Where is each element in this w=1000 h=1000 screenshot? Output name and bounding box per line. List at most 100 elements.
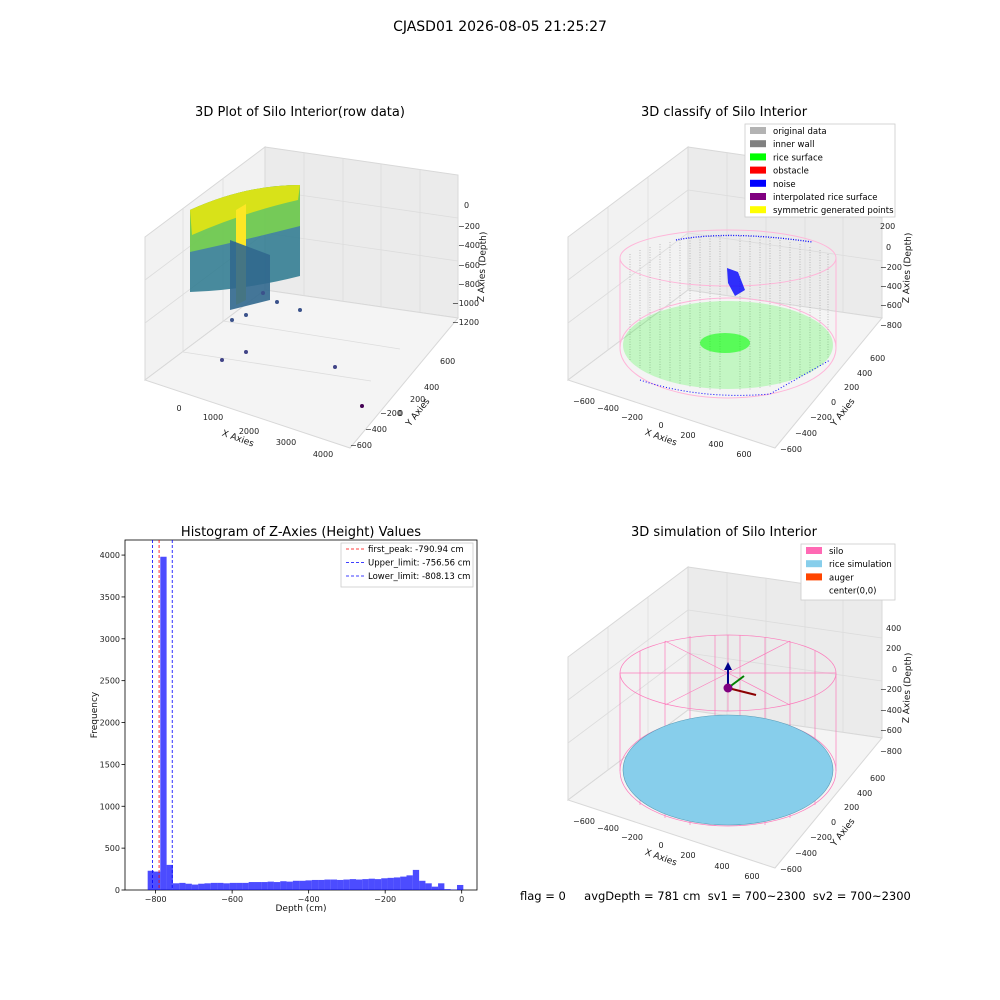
- classify-z-tick: 0: [886, 243, 891, 252]
- classify-legend-label: obstacle: [773, 167, 809, 177]
- raw-y-tick: 400: [424, 383, 439, 392]
- classify-panel-title: 3D classify of Silo Interior: [641, 105, 808, 120]
- histogram-bar: [387, 877, 394, 890]
- histogram-bar: [223, 883, 230, 890]
- histogram-bar: [356, 879, 363, 890]
- classify-y-tick: 400: [857, 369, 872, 378]
- classify-z-tick: −800: [880, 321, 902, 330]
- raw-y-tick: −600: [350, 441, 372, 450]
- histogram-bar: [393, 877, 401, 890]
- simulation-legend-swatch: [806, 573, 822, 581]
- simulation-x-label: X Axies: [643, 848, 678, 869]
- simulation-legend-swatch: [806, 586, 822, 594]
- histogram-bar: [292, 880, 300, 890]
- classify-point-cloud: [619, 229, 837, 399]
- raw-x-tick: 1000: [203, 413, 223, 422]
- raw-y-tick: 0: [398, 409, 403, 418]
- histogram-bar: [267, 881, 274, 890]
- histogram-bar: [349, 879, 356, 890]
- histogram-bar: [179, 882, 186, 890]
- histogram-x-label: Depth (cm): [275, 904, 326, 914]
- histogram-bar: [425, 883, 432, 890]
- flag-text: flag = 0: [520, 889, 566, 903]
- classify-x-tick: 0: [658, 421, 663, 430]
- histogram-x-tick-label: −200: [374, 895, 396, 904]
- raw-z-tick: −800: [458, 280, 480, 289]
- status-footer: flag = 0 avgDepth = 781 cm sv1 = 700~230…: [520, 889, 911, 903]
- classify-x-tick: 200: [680, 431, 695, 440]
- raw-axis-ticks: 0 1000 2000 3000 4000 600 400 200 0 −200…: [176, 201, 480, 459]
- simulation-legend-label: silo: [829, 547, 843, 557]
- simulation-axis-ticks: −600 −400 −200 0 200 400 600 600 400 200…: [573, 624, 902, 881]
- histogram-bar: [242, 882, 249, 890]
- raw-3d-box: [143, 146, 459, 449]
- center-axes-marker: [723, 662, 757, 696]
- classify-legend-label: symmetric generated points: [773, 206, 894, 216]
- classify-legend-label: interpolated rice surface: [773, 193, 878, 203]
- raw-z-tick: −1200: [452, 318, 479, 327]
- histogram-bar: [166, 864, 173, 890]
- simulation-y-tick: −400: [795, 849, 817, 858]
- histogram-bar: [254, 882, 262, 890]
- simulation-z-tick: 0: [892, 665, 897, 674]
- classify-z-tick: −600: [880, 301, 902, 310]
- histogram-bar: [412, 869, 420, 890]
- simulation-3d-panel: 3D simulation of Silo Interior: [566, 525, 914, 881]
- simulation-panel-title: 3D simulation of Silo Interior: [631, 525, 818, 540]
- simulation-z-tick: −600: [880, 726, 902, 735]
- simulation-x-tick: −200: [621, 833, 643, 842]
- histogram-bar: [318, 879, 325, 890]
- histogram-x-tick-label: −600: [221, 895, 243, 904]
- classify-z-label: Z Axies (Depth): [902, 233, 914, 304]
- classify-y-tick: 600: [870, 354, 885, 363]
- simulation-z-tick: −800: [880, 747, 902, 756]
- figure-suptitle: CJASD01 2026-08-05 21:25:27: [393, 19, 607, 35]
- classify-legend-swatch: [750, 140, 766, 148]
- raw-3d-panel: 3D Plot of Silo Interior(row data): [143, 105, 489, 459]
- classify-legend-swatch: [750, 193, 766, 200]
- classify-legend-swatch: [750, 206, 766, 214]
- histogram-bar: [444, 889, 451, 890]
- histogram-bar: [248, 882, 255, 890]
- histogram-bar: [153, 871, 161, 890]
- histogram-bar: [419, 880, 426, 890]
- classify-x-tick: 600: [736, 450, 751, 459]
- histogram-bar: [299, 880, 306, 890]
- raw-x-tick: 3000: [276, 438, 296, 447]
- classify-y-tick: 200: [844, 383, 859, 392]
- raw-y-tick: 200: [410, 395, 425, 404]
- histogram-bar: [280, 881, 287, 890]
- classify-y-tick: 0: [831, 398, 836, 407]
- histogram-bar: [185, 883, 192, 890]
- histogram-bar: [229, 882, 237, 890]
- simulation-y-tick: 200: [844, 803, 859, 812]
- histogram-y-tick-label: 2000: [100, 719, 120, 728]
- histogram-bar: [337, 879, 344, 890]
- simulation-y-tick: 0: [831, 818, 836, 827]
- classify-legend-label: inner wall: [773, 140, 814, 150]
- simulation-x-tick: 0: [658, 841, 663, 850]
- classify-x-tick: −200: [621, 413, 643, 422]
- simulation-legend: silo rice simulation auger center(0,0): [800, 543, 896, 601]
- simulation-y-tick: −600: [780, 865, 802, 874]
- classify-legend-label: original data: [773, 127, 827, 137]
- raw-z-tick: −200: [458, 222, 480, 231]
- classify-legend-swatch: [750, 127, 766, 134]
- simulation-x-tick: 600: [744, 872, 759, 881]
- simulation-legend-label: center(0,0): [829, 587, 877, 597]
- simulation-z-tick: 400: [886, 624, 901, 633]
- histogram-legend: first_peak: -790.94 cm Upper_limit: -756.…: [340, 542, 474, 588]
- histogram-x-ticks: −800 −600 −400 −200 0: [145, 890, 464, 904]
- classify-legend-label: rice surface: [773, 153, 823, 163]
- histogram-bar: [457, 884, 464, 890]
- histogram-bar: [210, 882, 218, 890]
- classify-x-tick: 400: [708, 440, 723, 449]
- histogram-bar: [431, 886, 439, 890]
- simulation-x-tick: 400: [714, 862, 729, 871]
- histogram-x-tick-label: 0: [459, 895, 464, 904]
- histogram-y-tick-label: 500: [105, 844, 120, 853]
- histogram-y-tick-label: 1000: [100, 802, 120, 811]
- histogram-y-label: Frequency: [90, 691, 100, 738]
- simulation-legend-swatch: [806, 560, 822, 568]
